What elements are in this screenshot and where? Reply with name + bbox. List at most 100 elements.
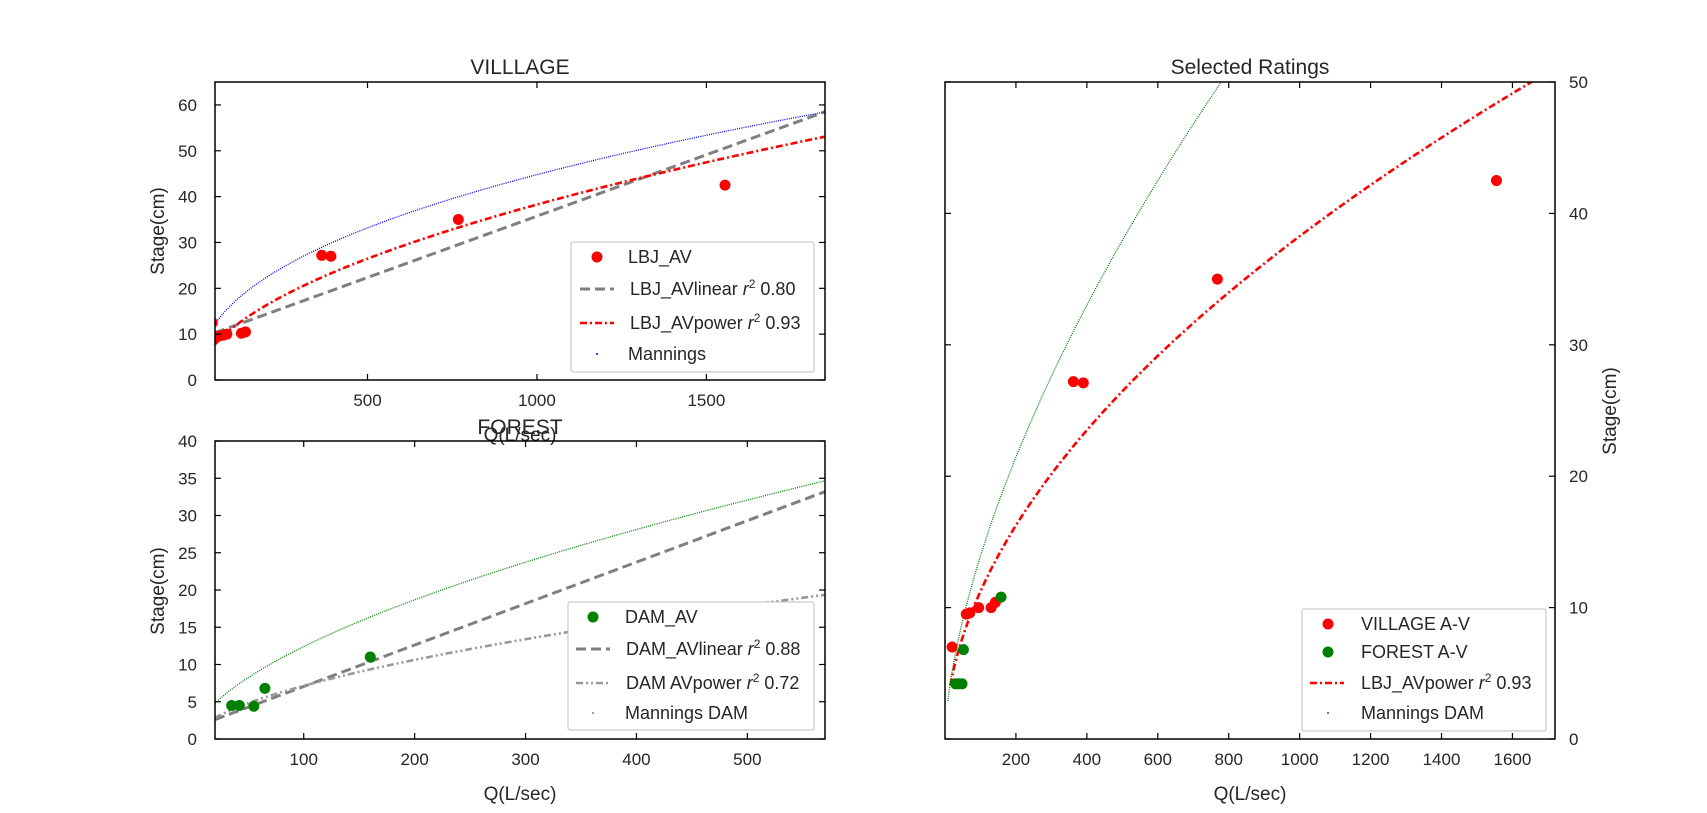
selected-x-tick-label: 1200 [1352, 750, 1390, 769]
legend-label-mannings: Mannings [628, 344, 706, 364]
selected-ratings-chart: Selected Ratings 200 400 600 800 1000 1200 140… [944, 0, 1621, 805]
village-y-tick-label: 50 [178, 142, 197, 161]
selected-point-village-a-v [964, 607, 976, 619]
forest-y-axis-label: Stage(cm) [148, 547, 169, 635]
village-x-tick-label: 500 [353, 391, 381, 410]
forest-y-tick-label: 25 [178, 544, 197, 563]
legend-label-lbj-av: LBJ_AV [628, 247, 692, 268]
village-point-lbj-av [719, 179, 731, 191]
selected-point-village-a-v [946, 641, 958, 653]
selected-curve-mannings-dam-part1 [1229, 20, 1250, 51]
selected-x-tick-label: 200 [1002, 750, 1030, 769]
selected-curve-mannings-dam [947, 82, 1222, 702]
village-line-lbj-avlinear-0-80 [215, 110, 825, 335]
village-point-lbj-av [215, 317, 218, 328]
forest-legend: DAM_AV DAM_AVlinear r2 0.88 DAM AVpower … [567, 601, 815, 731]
selected-x-tick-label: 800 [1215, 750, 1243, 769]
forest-y-tick-label: 15 [178, 618, 197, 637]
forest-chart-title: FOREST [477, 416, 562, 439]
village-series-layer [215, 110, 825, 346]
legend-label-village-av: VILLAGE A-V [1361, 614, 1470, 634]
legend-marker-village-av [1322, 618, 1334, 630]
forest-point-dam-av [233, 699, 245, 711]
village-plot-area [215, 110, 825, 346]
selected-curve-lbj-avpower-0-93 [949, 82, 1534, 686]
selected-x-axis-label: Q(L/sec) [1214, 784, 1287, 805]
selected-curve-mannings-dam-part2 [1229, 0, 1293, 39]
selected-x-ticks: 200 400 600 800 1000 1200 1400 1600 [1002, 82, 1532, 769]
legend-label-forest-av: FOREST A-V [1361, 642, 1468, 662]
forest-y-tick-label: 40 [178, 432, 197, 451]
forest-y-tick-label: 30 [178, 507, 197, 526]
forest-point-dam-av [259, 682, 271, 694]
forest-x-tick-label: 200 [400, 750, 428, 769]
selected-plot-frame [944, 81, 1556, 740]
forest-x-ticks: 100 200 300 400 500 [290, 441, 762, 769]
selected-point-village-a-v [973, 602, 985, 614]
selected-y-tick-label: 10 [1569, 599, 1588, 618]
forest-point-dam-av [226, 699, 238, 711]
selected-y-tick-label: 20 [1569, 467, 1588, 486]
village-point-lbj-av [240, 326, 251, 338]
village-x-tick-label: 1000 [518, 391, 556, 410]
village-plot-frame [214, 81, 826, 381]
forest-x-tick-label: 300 [511, 750, 539, 769]
village-point-lbj-av [452, 214, 464, 226]
selected-x-tick-label: 1400 [1423, 750, 1461, 769]
selected-legend: VILLAGE A-V FOREST A-V LBJ_AVpower r2 0.… [1301, 608, 1547, 732]
selected-y-tick-label: 30 [1569, 336, 1588, 355]
legend-label-dam-av: DAM_AV [625, 607, 698, 628]
village-y-ticks: 0 10 20 30 40 50 60 [178, 96, 825, 390]
selected-y-ticks: 0 10 20 30 40 50 [945, 73, 1588, 749]
village-legend: LBJ_AV LBJ_AVlinear r2 0.80 LBJ_AVpower … [570, 241, 815, 373]
selected-point-village-a-v [1067, 376, 1079, 388]
selected-x-tick-label: 400 [1073, 750, 1101, 769]
village-y-tick-label: 0 [188, 371, 197, 390]
village-y-axis-label: Stage(cm) [148, 187, 169, 275]
forest-legend-box [567, 601, 815, 731]
legend-label-dam-avlinear: DAM_AVlinear r2 0.88 [626, 637, 800, 660]
legend-label-mannings-dam: Mannings DAM [625, 703, 748, 723]
village-y-tick-label: 60 [178, 96, 197, 115]
forest-y-ticks: 0 5 10 15 20 25 30 35 40 [178, 432, 825, 749]
selected-point-village-a-v [1490, 175, 1502, 187]
selected-y-axis-label: Stage(cm) [1600, 367, 1621, 455]
forest-x-tick-label: 400 [622, 750, 650, 769]
selected-x-tick-label: 1600 [1494, 750, 1532, 769]
forest-x-tick-label: 100 [290, 750, 318, 769]
village-point-lbj-av [325, 250, 337, 262]
selected-legend-box [1301, 608, 1547, 732]
village-y-tick-label: 20 [178, 279, 197, 298]
forest-curve-mannings-dam [215, 480, 825, 704]
selected-series-layer [946, 0, 1534, 702]
legend-marker-lbj-av [591, 251, 603, 263]
village-y-tick-label: 10 [178, 325, 197, 344]
legend-marker-mannings-dam [592, 712, 594, 714]
selected-x-tick-label: 600 [1144, 750, 1172, 769]
selected-ratings-chart-title: Selected Ratings [1171, 56, 1330, 79]
village-y-tick-label: 30 [178, 233, 197, 252]
village-legend-box [570, 241, 815, 373]
legend-marker-selected-mannings-dam [1327, 712, 1329, 714]
forest-chart: FOREST 100 200 300 400 500 0510152025303540 … [148, 416, 826, 805]
selected-point-forest-a-v [957, 644, 969, 656]
forest-y-tick-label: 5 [188, 693, 197, 712]
selected-y-tick-label: 40 [1569, 204, 1588, 223]
village-y-tick-label: 40 [178, 188, 197, 207]
forest-x-tick-label: 500 [733, 750, 761, 769]
legend-label-lbj-avpower: LBJ_AVpower r2 0.93 [630, 311, 800, 334]
village-curve-lbj-avpower-0-93 [215, 135, 825, 346]
legend-label-dam-avpower: DAM AVpower r2 0.72 [626, 671, 799, 693]
forest-x-axis-label: Q(L/sec) [484, 784, 557, 805]
selected-x-tick-label: 1000 [1281, 750, 1319, 769]
forest-y-tick-label: 35 [178, 469, 197, 488]
legend-marker-mannings [596, 353, 598, 355]
village-point-lbj-av [316, 249, 328, 261]
village-chart-title: VILLLAGE [470, 56, 569, 79]
village-point-lbj-av [221, 328, 233, 340]
selected-point-forest-a-v [995, 591, 1007, 603]
selected-y-tick-label: 0 [1569, 730, 1578, 749]
legend-marker-forest-av [1322, 646, 1334, 658]
legend-label-selected-mannings-dam: Mannings DAM [1361, 703, 1484, 723]
forest-y-tick-label: 0 [188, 730, 197, 749]
